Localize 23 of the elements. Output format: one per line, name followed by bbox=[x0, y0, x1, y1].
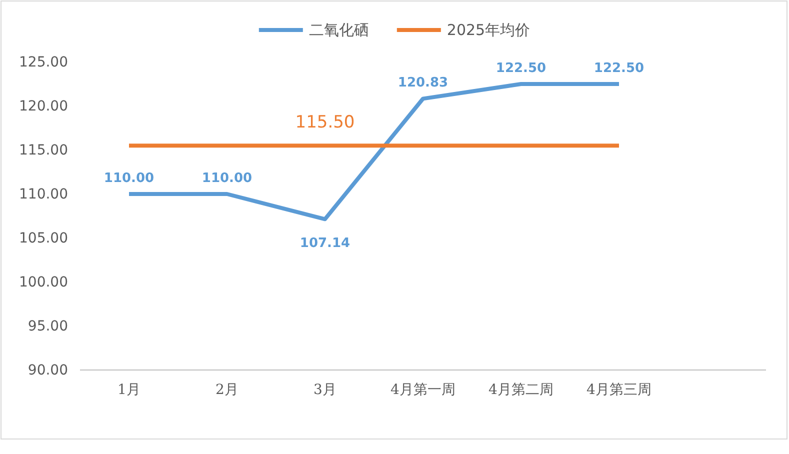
data-label: 122.50 bbox=[594, 61, 644, 76]
data-label: 122.50 bbox=[496, 61, 546, 76]
x-tick-label: 4月第三周 bbox=[586, 382, 652, 398]
y-tick-label: 100.00 bbox=[19, 274, 68, 290]
x-tick-label: 4月第二周 bbox=[488, 382, 554, 398]
data-label: 110.00 bbox=[104, 171, 154, 186]
y-tick-label: 95.00 bbox=[28, 318, 68, 334]
x-tick-label: 2月 bbox=[216, 382, 238, 398]
y-tick-label: 110.00 bbox=[19, 186, 68, 202]
y-tick-label: 90.00 bbox=[28, 362, 68, 378]
legend-label: 2025年均价 bbox=[446, 21, 530, 39]
data-label: 110.00 bbox=[202, 171, 252, 186]
x-tick-label: 1月 bbox=[118, 382, 140, 398]
x-tick-label: 4月第一周 bbox=[390, 382, 456, 398]
y-tick-label: 125.00 bbox=[19, 54, 68, 70]
y-tick-label: 115.00 bbox=[19, 142, 68, 158]
x-tick-label: 3月 bbox=[314, 382, 336, 398]
y-tick-label: 105.00 bbox=[19, 230, 68, 246]
data-label: 115.50 bbox=[295, 112, 355, 133]
data-label: 120.83 bbox=[398, 76, 448, 91]
legend-label: 二氧化硒 bbox=[308, 21, 369, 39]
data-label: 107.14 bbox=[300, 236, 350, 252]
y-tick-label: 120.00 bbox=[19, 98, 68, 114]
